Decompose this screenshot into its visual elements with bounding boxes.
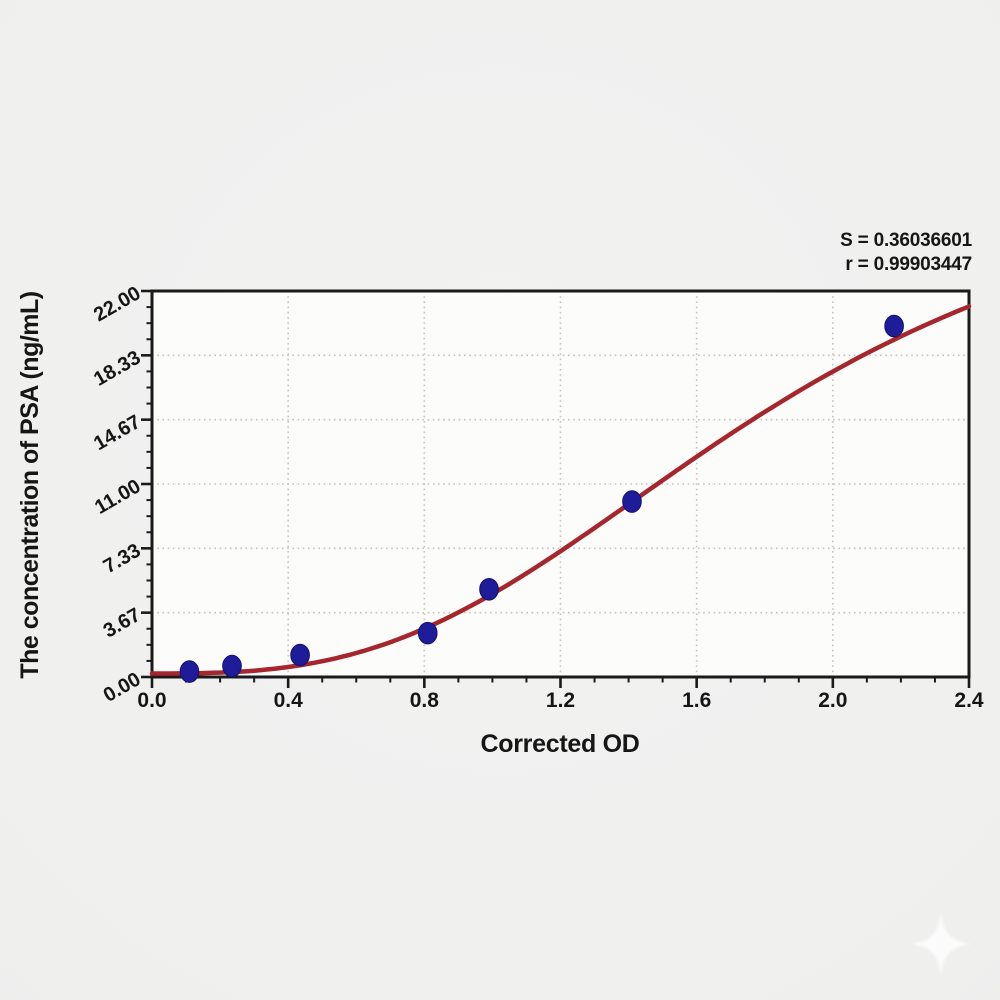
x-axis-title: Corrected OD [481, 730, 640, 758]
x-tick-label: 1.2 [546, 689, 575, 712]
y-tick-label: 22.00 [90, 282, 144, 326]
fit-stat-r: r = 0.99903447 [845, 254, 972, 275]
data-point [884, 314, 904, 338]
y-tick-label: 14.67 [90, 411, 144, 455]
data-point [179, 660, 200, 683]
data-point [222, 654, 242, 678]
x-tick-label: 0.4 [274, 689, 304, 712]
data-point [479, 577, 499, 601]
x-tick-label: 2.4 [954, 689, 984, 712]
x-tick-label: 0.0 [137, 689, 166, 712]
y-tick-label: 3.67 [100, 604, 145, 643]
y-tick-label: 11.00 [91, 475, 144, 519]
fit-stat-s: S = 0.36036601 [840, 230, 973, 251]
x-tick-label: 2.0 [818, 689, 847, 712]
data-point [290, 643, 310, 667]
y-axis-title: The concentration of PSA (ng/mL) [16, 291, 44, 678]
fit-curve [149, 304, 972, 676]
plot-area: 0.0 0.4 0.8 1.2 1.6 2.0 2.40.003.677.3311.0014… [90, 282, 984, 712]
sparkle-watermark-icon [911, 914, 971, 974]
y-tick-label: 18.33 [90, 347, 144, 391]
data-point [417, 621, 438, 645]
y-tick-label: 7.33 [100, 540, 145, 579]
x-tick-label: 1.6 [682, 689, 711, 712]
data-point [622, 490, 642, 513]
x-tick-label: 0.8 [410, 689, 440, 712]
